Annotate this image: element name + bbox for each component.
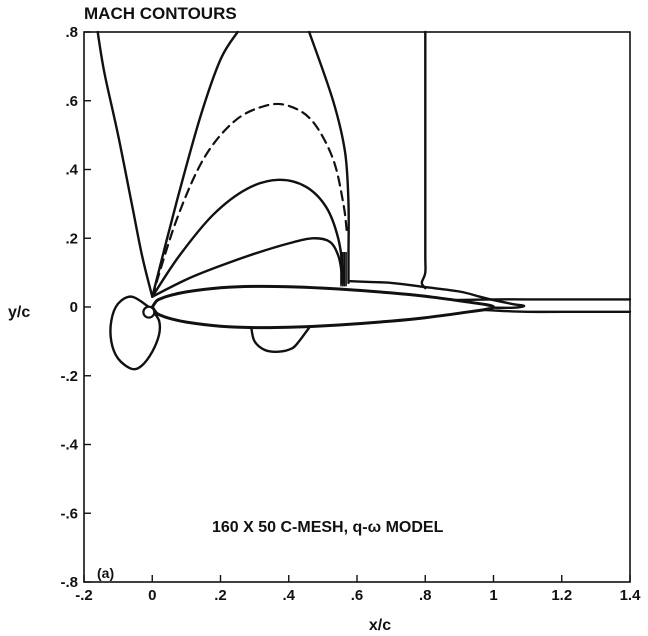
airfoil-group xyxy=(142,284,496,330)
y-tick-label: -.8 xyxy=(60,574,78,591)
y-tick-label: 0 xyxy=(70,299,78,316)
y-tick-label: .8 xyxy=(65,24,78,41)
y-tick-label: -.6 xyxy=(60,505,78,522)
x-tick-label: -.2 xyxy=(75,587,93,604)
x-tick-label: 1 xyxy=(489,587,497,604)
y-axis-label: y/c xyxy=(8,304,30,321)
mach-contour xyxy=(250,326,311,353)
mach-contour-dashed xyxy=(151,102,348,298)
y-tick-label: .4 xyxy=(65,162,78,179)
x-tick-label: .8 xyxy=(419,587,432,604)
y-tick-label: -.2 xyxy=(60,368,78,385)
x-tick-label: 1.4 xyxy=(620,587,642,604)
stagnation-circle xyxy=(142,305,156,319)
chart-title: MACH CONTOURS xyxy=(84,4,237,23)
airfoil-outline xyxy=(150,284,496,330)
mach-contour xyxy=(151,30,239,298)
y-tick-label: -.4 xyxy=(60,437,78,454)
x-tick-label: .4 xyxy=(282,587,295,604)
mach-contour xyxy=(420,30,427,290)
plot-area xyxy=(83,30,632,583)
x-tick-label: .2 xyxy=(214,587,227,604)
y-tick-label: .6 xyxy=(65,93,78,110)
x-axis-label: x/c xyxy=(369,617,391,634)
x-axis-ticks: -.2 0 .2 .4 .6 .8 1 1.2 1.4 xyxy=(75,575,641,604)
panel-label: (a) xyxy=(97,565,114,581)
mesh-model-annotation: 160 X 50 C-MESH, q-ω MODEL xyxy=(212,519,444,536)
y-axis-ticks: .8 .6 .4 .2 0 -.2 -.4 -.6 -.8 xyxy=(60,24,91,591)
mach-contour xyxy=(451,298,632,302)
mach-contour xyxy=(96,30,154,298)
x-tick-label: 0 xyxy=(148,587,156,604)
mach-contour xyxy=(308,30,350,285)
x-tick-label: .6 xyxy=(351,587,364,604)
x-tick-label: 1.2 xyxy=(551,587,572,604)
y-tick-label: .2 xyxy=(65,230,78,247)
mach-contour xyxy=(109,295,162,371)
